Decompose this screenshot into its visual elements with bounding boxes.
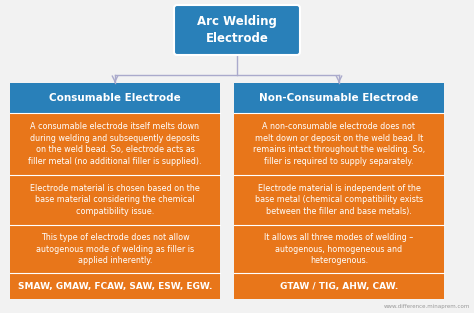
Text: www.difference.minaprem.com: www.difference.minaprem.com [383, 304, 470, 309]
FancyBboxPatch shape [174, 5, 300, 55]
Text: A non-consumable electrode does not
melt down or deposit on the weld bead. It
re: A non-consumable electrode does not melt… [253, 122, 425, 166]
Text: It allows all three modes of welding –
autogenous, homogeneous and
heterogenous.: It allows all three modes of welding – a… [264, 233, 414, 265]
Text: Consumable Electrode: Consumable Electrode [49, 93, 181, 103]
Text: Non-Consumable Electrode: Non-Consumable Electrode [259, 93, 419, 103]
Text: GTAW / TIG, AHW, CAW.: GTAW / TIG, AHW, CAW. [280, 281, 398, 290]
Text: SMAW, GMAW, FCAW, SAW, ESW, EGW.: SMAW, GMAW, FCAW, SAW, ESW, EGW. [18, 281, 212, 290]
Text: Arc Welding
Electrode: Arc Welding Electrode [197, 15, 277, 45]
Text: Electrode material is chosen based on the
base material considering the chemical: Electrode material is chosen based on th… [30, 184, 200, 216]
Bar [234, 83, 444, 113]
Bar [234, 83, 444, 299]
Text: This type of electrode does not allow
autogenous mode of welding as filler is
ap: This type of electrode does not allow au… [36, 233, 194, 265]
Bar [10, 83, 220, 299]
Bar [10, 83, 220, 113]
Text: A consumable electrode itself melts down
during welding and subsequently deposit: A consumable electrode itself melts down… [28, 122, 202, 166]
Text: Electrode material is independent of the
base metal (chemical compatibility exis: Electrode material is independent of the… [255, 184, 423, 216]
